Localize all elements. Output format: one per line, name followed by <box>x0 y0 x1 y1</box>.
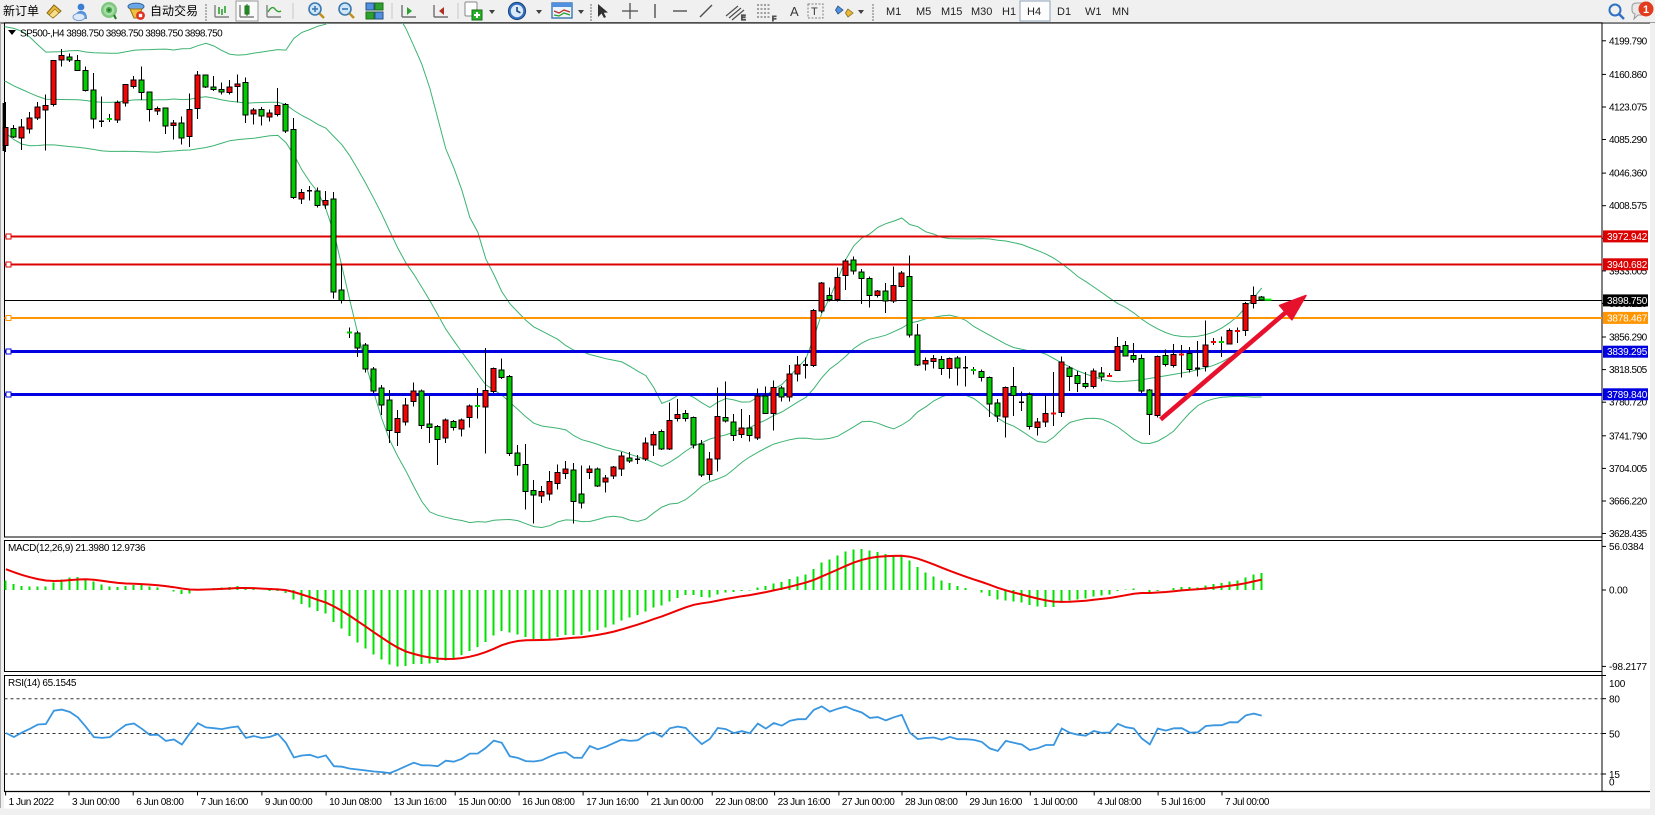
svg-text:4160.860: 4160.860 <box>1609 70 1648 81</box>
svg-text:28 Jun 08:00: 28 Jun 08:00 <box>905 797 958 808</box>
svg-text:0: 0 <box>1609 778 1615 789</box>
svg-text:4123.075: 4123.075 <box>1609 103 1648 114</box>
svg-text:15: 15 <box>1609 770 1620 781</box>
svg-text:3933.005: 3933.005 <box>1609 266 1648 277</box>
svg-text:3878.467: 3878.467 <box>1607 313 1648 324</box>
svg-text:3972.942: 3972.942 <box>1607 232 1648 243</box>
svg-text:-98.2177: -98.2177 <box>1609 662 1648 673</box>
svg-text:3940.682: 3940.682 <box>1607 260 1648 271</box>
svg-text:56.0384: 56.0384 <box>1609 542 1644 553</box>
svg-text:80: 80 <box>1609 695 1620 706</box>
svg-text:17 Jun 16:00: 17 Jun 16:00 <box>586 797 639 808</box>
svg-text:10 Jun 08:00: 10 Jun 08:00 <box>329 797 382 808</box>
svg-text:1 Jun 2022: 1 Jun 2022 <box>9 797 55 808</box>
svg-text:3741.790: 3741.790 <box>1609 431 1648 442</box>
svg-text:3898.750: 3898.750 <box>1607 296 1648 307</box>
svg-text:M1: M1 <box>886 6 901 18</box>
svg-text:4 Jul 08:00: 4 Jul 08:00 <box>1097 797 1142 808</box>
svg-text:3780.720: 3780.720 <box>1609 398 1648 409</box>
svg-text:T: T <box>811 6 818 18</box>
svg-text:F: F <box>772 16 776 23</box>
svg-text:自动交易: 自动交易 <box>150 3 198 18</box>
svg-text:SP500-,H4 3898.750 3898.750 3: SP500-,H4 3898.750 3898.750 3898.750 389… <box>20 29 223 40</box>
svg-text:3818.505: 3818.505 <box>1609 365 1648 376</box>
svg-text:1 Jul 00:00: 1 Jul 00:00 <box>1033 797 1078 808</box>
svg-text:新订单: 新订单 <box>3 3 39 18</box>
svg-text:7 Jul 00:00: 7 Jul 00:00 <box>1225 797 1270 808</box>
svg-text:7 Jun 16:00: 7 Jun 16:00 <box>201 797 249 808</box>
svg-text:9 Jun 00:00: 9 Jun 00:00 <box>265 797 313 808</box>
svg-text:4008.575: 4008.575 <box>1609 201 1648 212</box>
svg-text:A: A <box>790 4 799 19</box>
svg-text:21 Jun 00:00: 21 Jun 00:00 <box>651 797 704 808</box>
svg-text:6 Jun 08:00: 6 Jun 08:00 <box>136 797 184 808</box>
svg-text:3 Jun 00:00: 3 Jun 00:00 <box>72 797 120 808</box>
svg-text:16 Jun 08:00: 16 Jun 08:00 <box>522 797 575 808</box>
svg-text:5 Jul 16:00: 5 Jul 16:00 <box>1161 797 1206 808</box>
svg-text:3628.435: 3628.435 <box>1609 529 1648 540</box>
svg-text:4046.360: 4046.360 <box>1609 169 1648 180</box>
svg-text:E: E <box>741 15 746 22</box>
svg-text:M5: M5 <box>916 6 931 18</box>
svg-text:4199.790: 4199.790 <box>1609 36 1648 47</box>
svg-text:4085.290: 4085.290 <box>1609 135 1648 146</box>
svg-text:H1: H1 <box>1002 6 1016 18</box>
svg-text:3789.840: 3789.840 <box>1607 390 1648 401</box>
svg-text:RSI(14) 65.1545: RSI(14) 65.1545 <box>8 678 77 689</box>
svg-text:0.00: 0.00 <box>1609 586 1628 597</box>
svg-text:D1: D1 <box>1057 6 1071 18</box>
svg-text:13 Jun 16:00: 13 Jun 16:00 <box>394 797 447 808</box>
svg-text:MACD(12,26,9) 21.3980 12.9736: MACD(12,26,9) 21.3980 12.9736 <box>8 543 146 554</box>
svg-text:3704.005: 3704.005 <box>1609 464 1648 475</box>
svg-text:27 Jun 00:00: 27 Jun 00:00 <box>842 797 895 808</box>
svg-text:3839.295: 3839.295 <box>1607 347 1648 358</box>
svg-text:29 Jun 16:00: 29 Jun 16:00 <box>969 797 1022 808</box>
svg-text:22 Jun 08:00: 22 Jun 08:00 <box>715 797 768 808</box>
svg-text:23 Jun 16:00: 23 Jun 16:00 <box>778 797 831 808</box>
svg-text:MN: MN <box>1112 6 1129 18</box>
svg-text:H4: H4 <box>1027 6 1041 18</box>
svg-text:100: 100 <box>1609 679 1626 690</box>
svg-text:W1: W1 <box>1085 6 1102 18</box>
svg-text:M15: M15 <box>941 6 962 18</box>
svg-text:15 Jun 00:00: 15 Jun 00:00 <box>458 797 511 808</box>
svg-text:M30: M30 <box>971 6 992 18</box>
svg-text:50: 50 <box>1609 730 1620 741</box>
svg-text:1: 1 <box>1643 4 1649 16</box>
svg-text:3856.290: 3856.290 <box>1609 333 1648 344</box>
svg-text:3666.220: 3666.220 <box>1609 497 1648 508</box>
